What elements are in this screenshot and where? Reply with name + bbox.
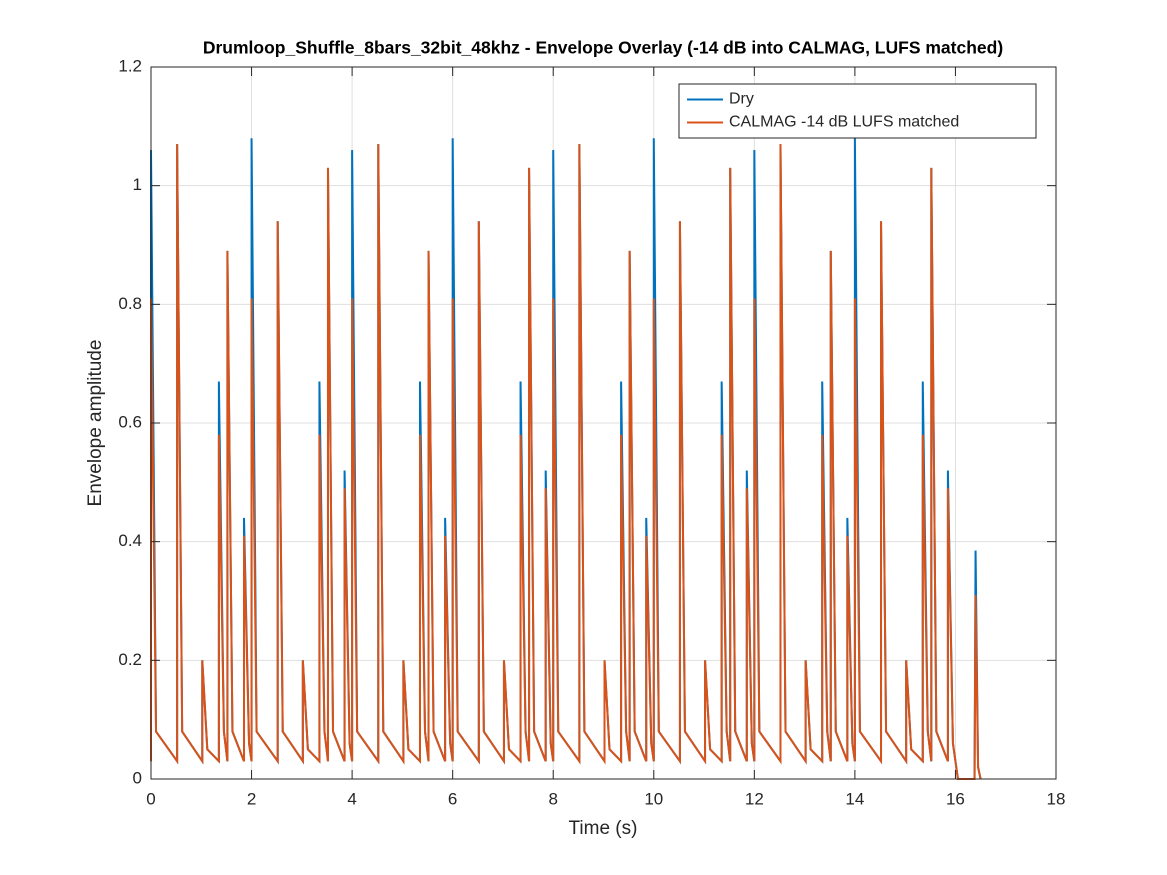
legend-label: Dry	[729, 91, 754, 108]
y-tick-label: 0.6	[118, 412, 142, 431]
y-tick-label: 0.8	[118, 294, 142, 313]
y-tick-label: 0.4	[118, 531, 142, 550]
x-tick-label: 8	[548, 789, 557, 808]
y-tick-label: 1	[133, 175, 142, 194]
lines	[150, 138, 982, 780]
x-tick-label: 16	[946, 789, 965, 808]
ticks: 0 2 4 6 8 10 12 14 16 18 0 0.2 0.4 0.6 0.8 1 1.2	[118, 56, 1065, 808]
legend-label: CALMAG -14 dB LUFS matched	[729, 114, 959, 131]
x-tick-label: 18	[1047, 789, 1066, 808]
y-axis-label: Envelope amplitude	[85, 340, 106, 507]
x-tick-label: 10	[644, 789, 663, 808]
legend-box	[678, 83, 1037, 139]
x-tick-label: 2	[247, 789, 256, 808]
x-tick-label: 12	[745, 789, 764, 808]
x-axis-label: Time (s)	[569, 818, 638, 839]
y-tick-label: 0.2	[118, 650, 142, 669]
x-tick-label: 6	[448, 789, 457, 808]
x-tick-label: 0	[146, 789, 155, 808]
x-tick-label: 14	[845, 789, 864, 808]
series-line	[150, 144, 982, 780]
chart-title: Drumloop_Shuffle_8bars_32bit_48khz - Env…	[203, 38, 1003, 58]
x-tick-label: 4	[347, 789, 356, 808]
legend: Dry CALMAG -14 dB LUFS matched	[678, 83, 1037, 139]
y-tick-label: 0	[133, 768, 142, 787]
y-tick-label: 1.2	[118, 56, 142, 75]
